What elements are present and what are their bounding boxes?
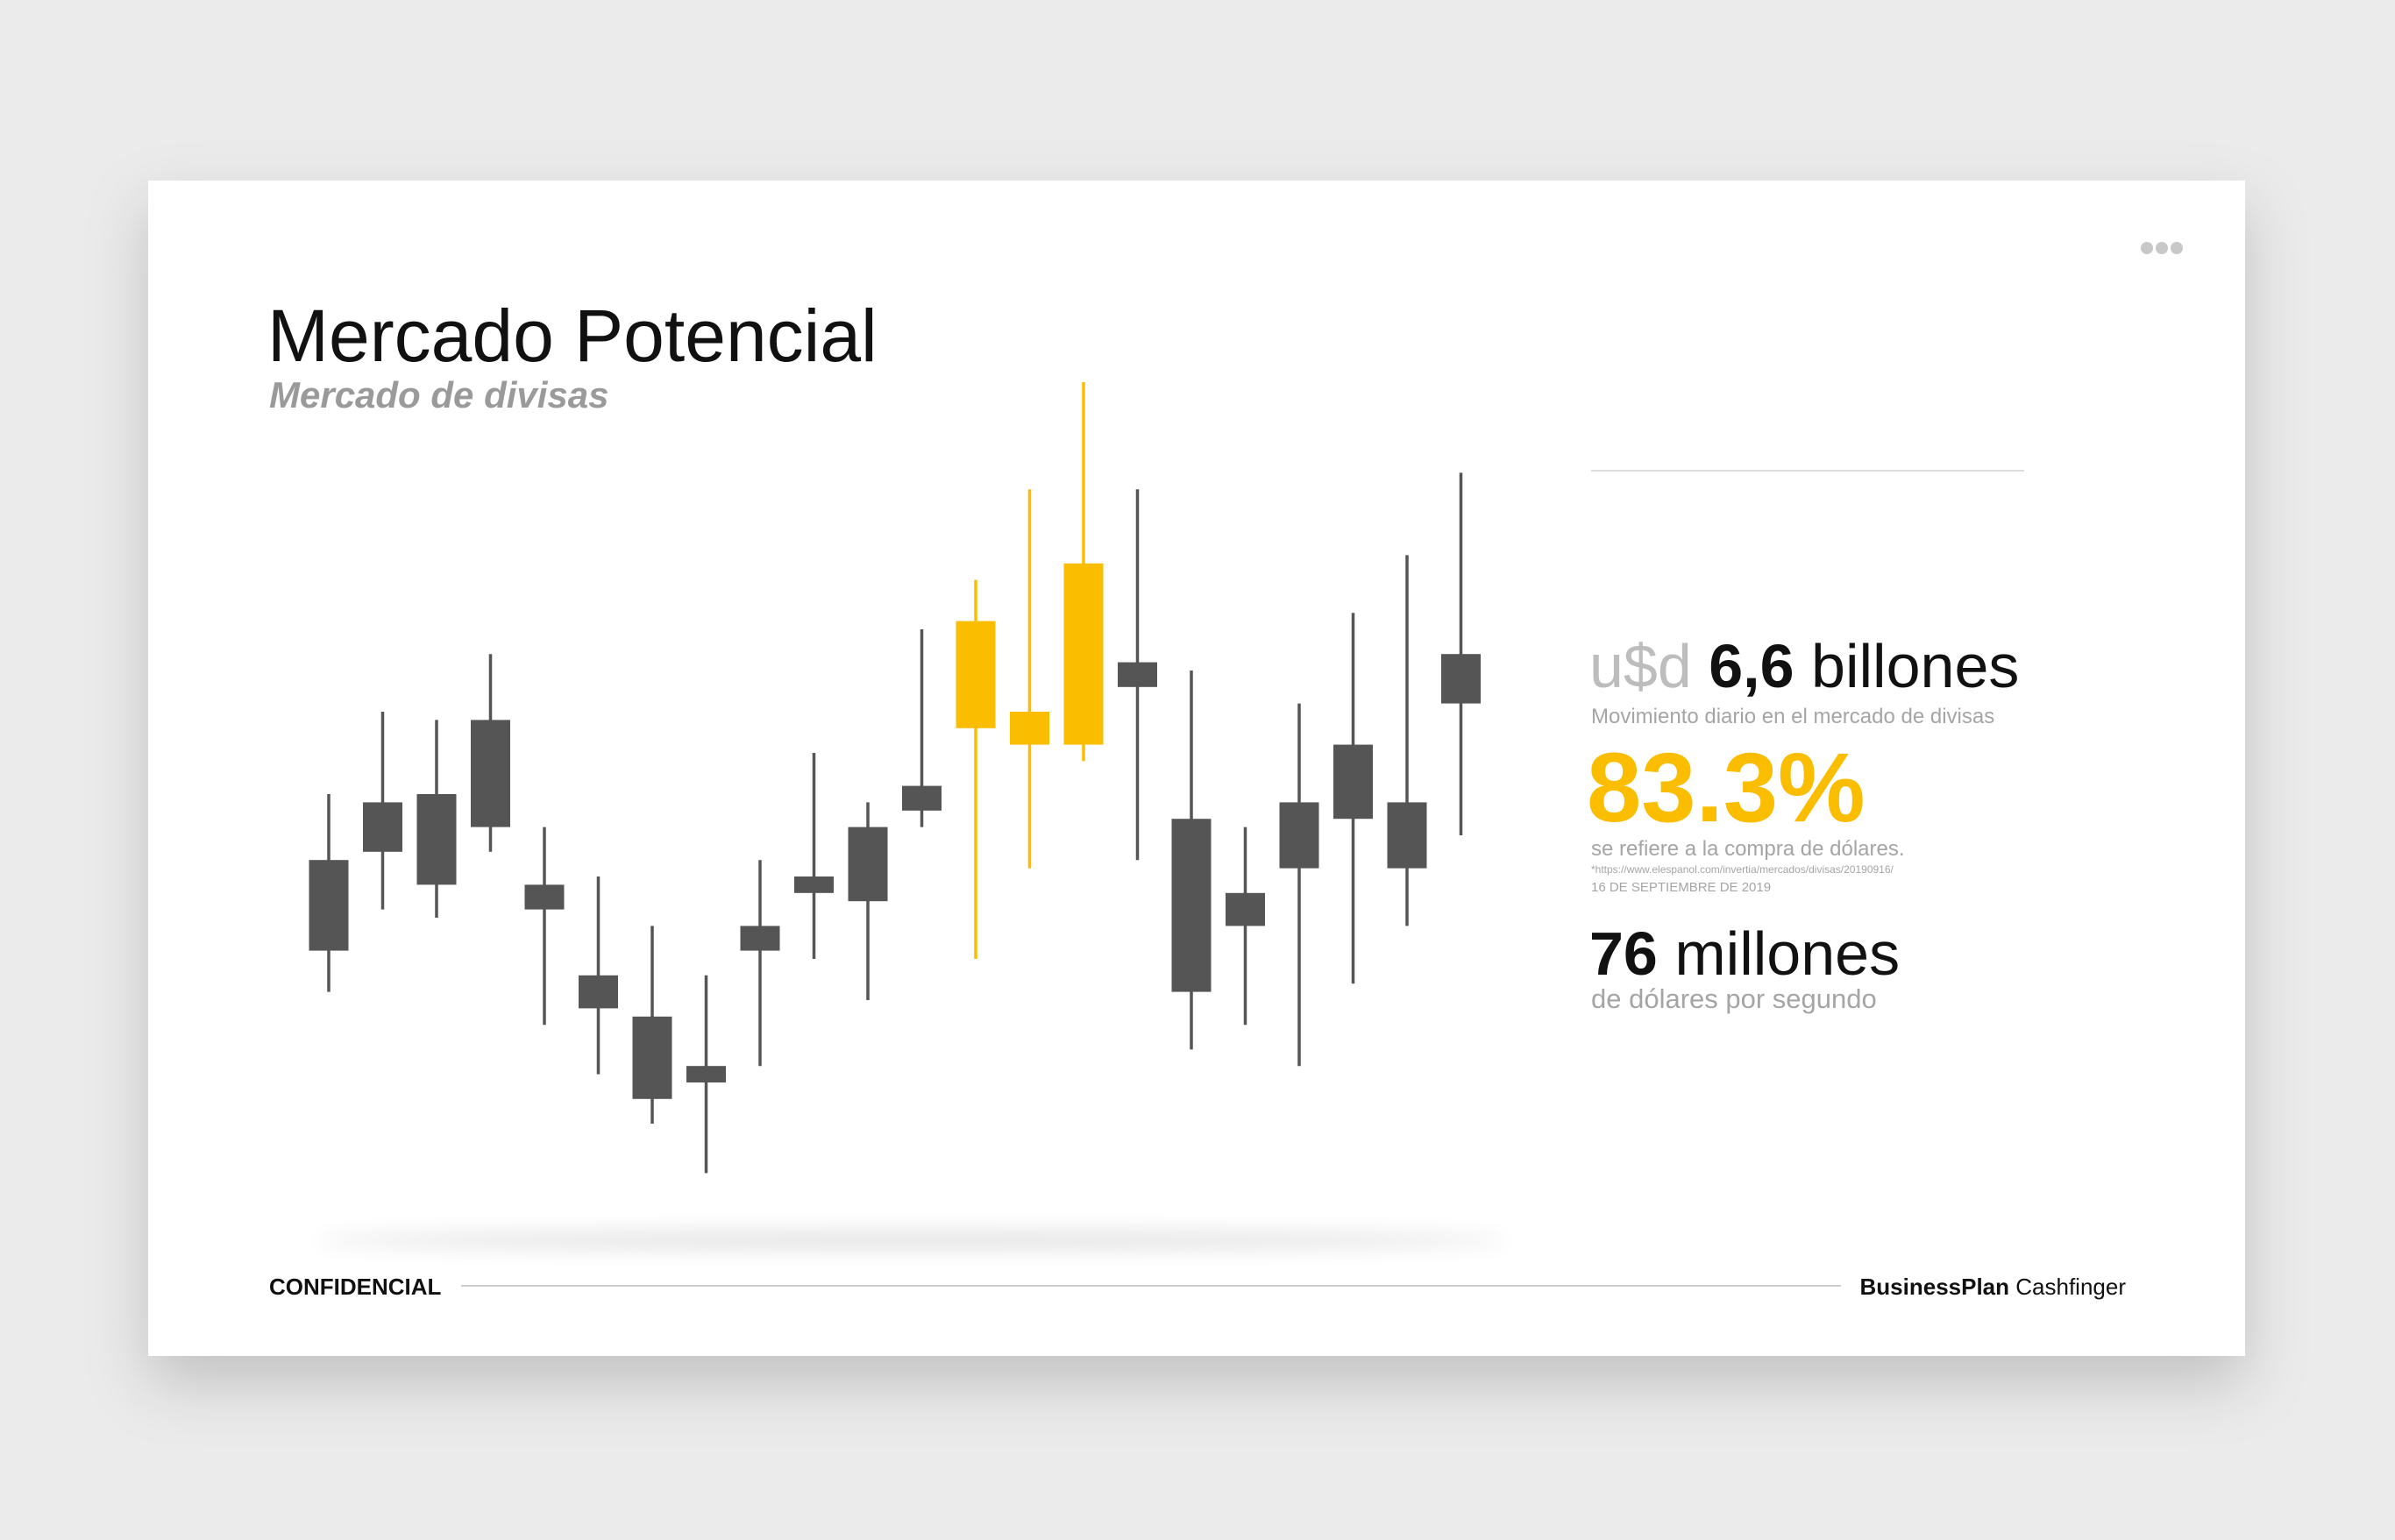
candle-body — [363, 802, 402, 852]
footer-label: CONFIDENCIAL — [269, 1274, 442, 1300]
brand-name: Cashfinger — [2015, 1274, 2126, 1300]
candle-body — [1441, 654, 1481, 704]
stat-count: 76 millones — [1589, 919, 1900, 988]
candle-body — [1279, 802, 1319, 869]
candle-body — [956, 621, 996, 728]
candle-body — [632, 1016, 672, 1099]
slide-subtitle: Mercado de divisas — [269, 374, 609, 415]
chart-shadow — [316, 1231, 1508, 1249]
stat-value: 6,6 — [1709, 632, 1794, 700]
candle-body — [848, 827, 888, 902]
candle-body — [524, 884, 565, 910]
share-caption: se refiere a la compra de dólares. — [1591, 837, 1905, 861]
candle-body — [740, 926, 780, 951]
source-date: 16 DE SEPTIEMBRE DE 2019 — [1591, 880, 1771, 895]
candle-body — [1063, 563, 1104, 745]
stat-unit: billones — [1811, 632, 2019, 700]
candle-body — [1010, 712, 1049, 745]
slide-title: Mercado Potencial — [267, 295, 878, 377]
candle-body — [686, 1066, 726, 1082]
menu-dots[interactable] — [2141, 242, 2183, 254]
count-caption: de dólares por segundo — [1591, 983, 1877, 1014]
stat-amount: u$d 6,6 billones — [1589, 632, 2019, 700]
candle-body — [902, 785, 942, 811]
candle-body — [1226, 892, 1265, 926]
candle-body — [579, 975, 618, 1009]
brand-bold: BusinessPlan — [1860, 1274, 2010, 1300]
count-value: 76 — [1589, 919, 1658, 988]
stat-share: 83.3% — [1587, 733, 1866, 842]
source-link[interactable]: *https://www.elespanol.com/invertia/merc… — [1591, 863, 1894, 876]
candle-body — [471, 720, 510, 827]
candle-body — [1118, 662, 1157, 687]
candle-body — [1387, 802, 1427, 869]
stat-prefix: u$d — [1589, 632, 1692, 700]
candlestick-chart — [309, 382, 1481, 1174]
stat-caption: Movimiento diario en el mercado de divis… — [1591, 705, 1994, 728]
candle-body — [416, 794, 457, 885]
count-unit: millones — [1674, 919, 1900, 988]
candle-body — [794, 876, 834, 893]
candle-body — [309, 860, 349, 951]
footer-brand: BusinessPlan Cashfinger — [1860, 1274, 2127, 1300]
candle-body — [1333, 744, 1373, 820]
candle-body — [1171, 819, 1212, 992]
